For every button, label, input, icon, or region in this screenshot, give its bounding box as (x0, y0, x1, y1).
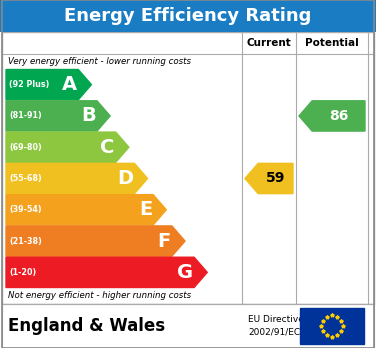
Text: (69-80): (69-80) (9, 143, 42, 152)
Text: 2002/91/EC: 2002/91/EC (248, 327, 300, 337)
Text: A: A (62, 75, 77, 94)
Text: Current: Current (247, 38, 291, 48)
Polygon shape (6, 163, 147, 193)
Polygon shape (245, 163, 293, 193)
Text: (81-91): (81-91) (9, 111, 42, 120)
Polygon shape (6, 101, 110, 131)
Text: Energy Efficiency Rating: Energy Efficiency Rating (64, 7, 312, 25)
Polygon shape (6, 195, 166, 225)
Text: (21-38): (21-38) (9, 237, 42, 246)
Polygon shape (299, 101, 365, 131)
Bar (2, 32, 374, 304)
Text: F: F (158, 231, 171, 251)
Polygon shape (6, 257, 207, 287)
Bar (2, 304, 374, 348)
Text: D: D (117, 169, 133, 188)
Text: 59: 59 (266, 172, 285, 185)
Bar (0, 0, 376, 32)
Polygon shape (6, 70, 91, 100)
Text: C: C (100, 138, 115, 157)
Polygon shape (6, 226, 185, 256)
Text: Potential: Potential (305, 38, 359, 48)
Text: Very energy efficient - lower running costs: Very energy efficient - lower running co… (8, 57, 191, 66)
Text: EU Directive: EU Directive (248, 316, 304, 324)
Text: 86: 86 (329, 109, 348, 123)
Text: (1-20): (1-20) (9, 268, 36, 277)
Text: Not energy efficient - higher running costs: Not energy efficient - higher running co… (8, 292, 191, 301)
Polygon shape (6, 132, 129, 163)
Text: (39-54): (39-54) (9, 205, 42, 214)
Text: B: B (81, 106, 96, 125)
Bar (300, 308, 364, 344)
Text: E: E (139, 200, 152, 219)
Text: (92 Plus): (92 Plus) (9, 80, 49, 89)
Text: G: G (177, 263, 193, 282)
Text: (55-68): (55-68) (9, 174, 42, 183)
Text: England & Wales: England & Wales (8, 317, 165, 335)
